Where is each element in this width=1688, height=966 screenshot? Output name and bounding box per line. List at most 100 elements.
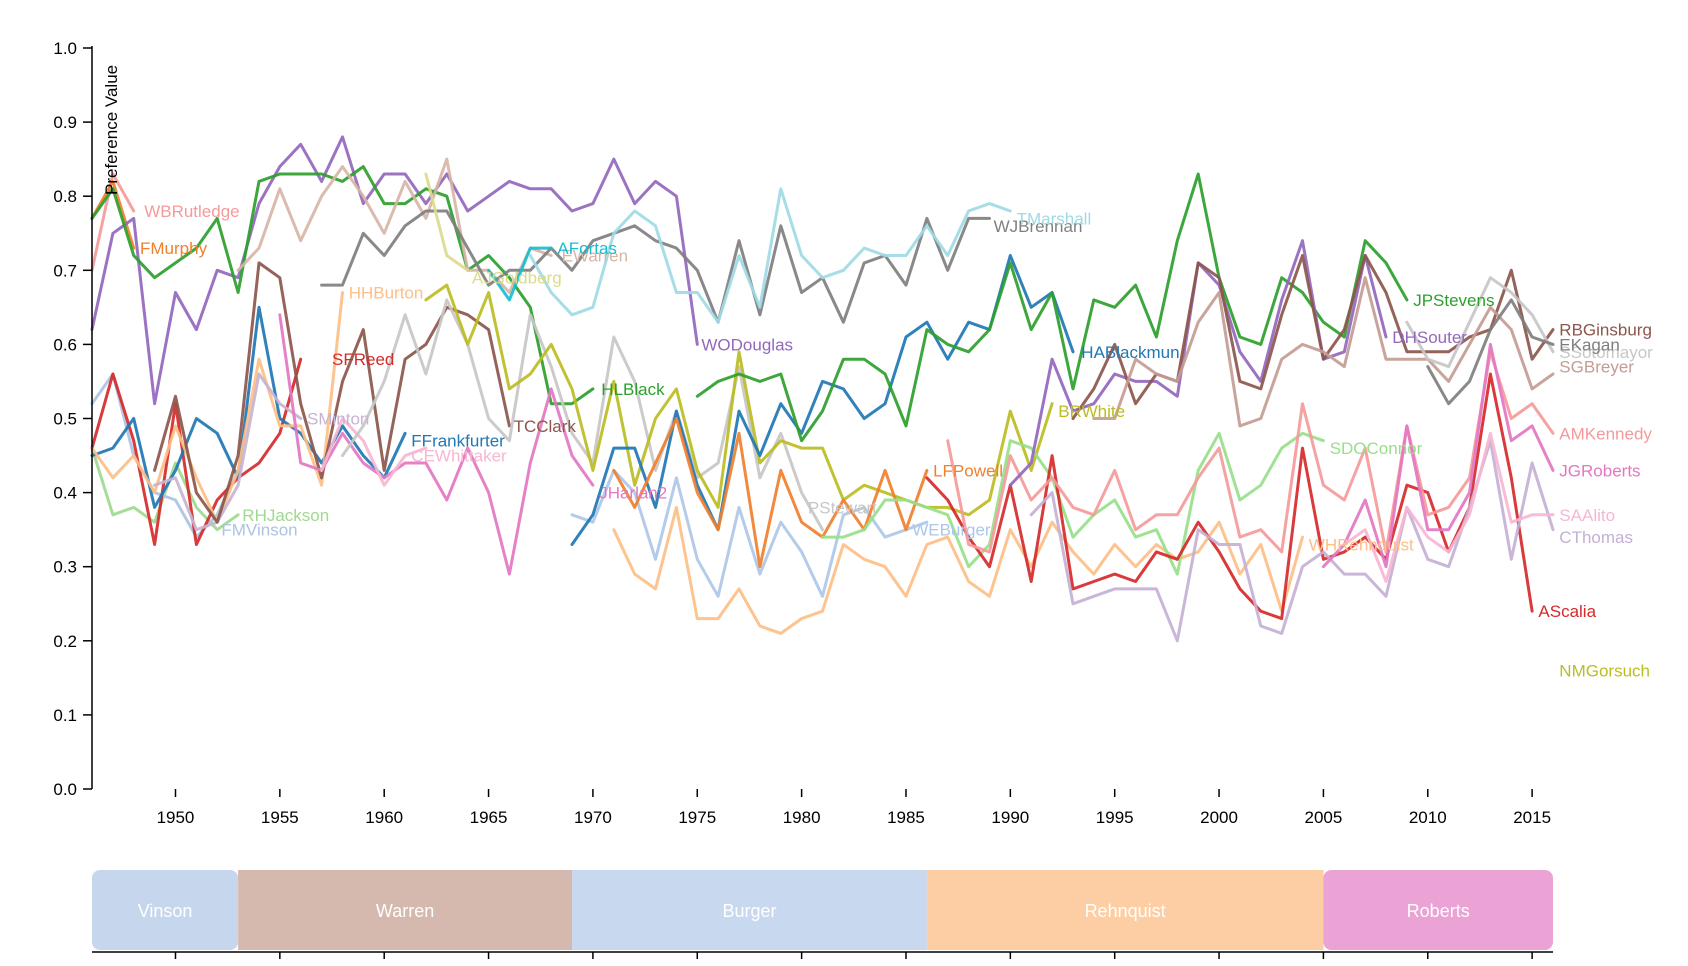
series-line-jgroberts bbox=[1321, 342, 1555, 569]
y-tick-label: 1.0 bbox=[53, 39, 77, 58]
series-line-cewhittaker bbox=[320, 417, 428, 487]
series-label-fmurphy: FMurphy bbox=[140, 239, 208, 258]
series-label-ekagan: EKagan bbox=[1559, 335, 1620, 354]
series-line-hlblack bbox=[90, 165, 595, 406]
x-tick-label: 1980 bbox=[783, 808, 821, 827]
series-label-rhjackson: RHJackson bbox=[242, 506, 329, 525]
series-label-wbrutledge: WBRutledge bbox=[144, 202, 239, 221]
series-label-sfreed: SFReed bbox=[332, 350, 394, 369]
era-block-burger[interactable] bbox=[572, 870, 927, 950]
y-tick-label: 0.4 bbox=[53, 484, 77, 503]
series-label-hablackmun: HABlackmun bbox=[1081, 343, 1179, 362]
era-block-rehnquist[interactable] bbox=[926, 870, 1324, 950]
era-block-warren[interactable] bbox=[238, 870, 572, 950]
series-line-pstewart bbox=[341, 298, 824, 532]
series-label-lfpowell: LFPowell bbox=[933, 461, 1003, 480]
series-label-hlblack: HLBlack bbox=[601, 380, 665, 399]
series-line-amkennedy bbox=[946, 350, 1555, 554]
series-label-sdoconnor: SDOConnor bbox=[1330, 439, 1423, 458]
era-label-vinson: Vinson bbox=[138, 901, 193, 921]
axes: 0.0 0.1 0.2 0.3 0.4 0.5 0.6 0.7 0.8 0.9 1.0 1950 195… bbox=[53, 39, 1551, 827]
series-label-dhsouter: DHSouter bbox=[1392, 328, 1467, 347]
era-label-rehnquist: Rehnquist bbox=[1085, 901, 1166, 921]
series-label-jharlan2: JHarlan2 bbox=[599, 484, 667, 503]
x-tick-label: 2010 bbox=[1409, 808, 1447, 827]
series-line-hhburton bbox=[90, 291, 344, 524]
y-tick-label: 0.7 bbox=[53, 261, 77, 280]
era-brush-timeline[interactable]: Vinson Warren Burger Rehnquist Roberts bbox=[92, 870, 1553, 959]
series-line-saalito bbox=[1342, 431, 1555, 583]
series-label-ffrankfurter: FFrankfurter bbox=[411, 432, 505, 451]
x-tick-label: 1970 bbox=[574, 808, 612, 827]
series-label-wodouglas: WODouglas bbox=[701, 335, 793, 354]
x-tick-label: 1965 bbox=[470, 808, 508, 827]
y-tick-label: 0.9 bbox=[53, 113, 77, 132]
series-line-tmarshall bbox=[528, 187, 1012, 324]
x-tick-label: 2015 bbox=[1513, 808, 1551, 827]
series-line-sdoconnor bbox=[821, 431, 1325, 576]
era-label-burger: Burger bbox=[722, 901, 776, 921]
series-line-sgbreyer bbox=[1092, 276, 1555, 428]
y-tick-label: 0.2 bbox=[53, 632, 77, 651]
series-line-afortas bbox=[487, 246, 553, 302]
series-label-weburger: WEBurger bbox=[912, 521, 991, 540]
series-line-wbrutledge bbox=[90, 172, 136, 272]
series-label-brwhite: BRWhite bbox=[1058, 402, 1125, 421]
y-axis-title: Preference Value bbox=[102, 65, 121, 195]
series-label-tmarshall: TMarshall bbox=[1017, 209, 1092, 228]
x-tick-label: 2000 bbox=[1200, 808, 1238, 827]
series-line-whrehnquist bbox=[612, 505, 1304, 635]
series-label-nmgorsuch: NMGorsuch bbox=[1559, 661, 1650, 680]
series-label-cthomas: CThomas bbox=[1559, 528, 1633, 547]
era-label-warren: Warren bbox=[376, 901, 434, 921]
y-tick-label: 0.8 bbox=[53, 187, 77, 206]
y-tick-label: 0.5 bbox=[53, 410, 77, 429]
series-line-ekagan bbox=[1426, 298, 1555, 406]
series-label-sgbreyer: SGBreyer bbox=[1559, 358, 1634, 377]
series-label-jgroberts: JGRoberts bbox=[1559, 461, 1640, 480]
series-label-ajgoldberg: AJGoldberg bbox=[472, 269, 562, 288]
series-label-fmvinson: FMVinson bbox=[221, 521, 297, 540]
series-line-weburger bbox=[570, 468, 929, 598]
series-label-cewhittaker: CEWhittaker bbox=[411, 447, 507, 466]
era-block-vinson[interactable] bbox=[92, 870, 239, 950]
series-label-ewarren: EWarren bbox=[562, 247, 628, 266]
series-line-sminton bbox=[153, 372, 303, 532]
series-label-rbginsburg: RBGinsburg bbox=[1559, 321, 1652, 340]
series-line-ajgoldberg bbox=[424, 172, 470, 272]
series-label-jpstevens: JPStevens bbox=[1413, 291, 1494, 310]
x-tick-label: 1990 bbox=[991, 808, 1029, 827]
series-label-saalito: SAAlito bbox=[1559, 506, 1615, 525]
series-label-pstewart: PStewart bbox=[808, 498, 877, 517]
series-line-sfreed bbox=[90, 357, 303, 546]
series-line-lfpowell bbox=[612, 417, 929, 569]
series-line-ascalia bbox=[925, 372, 1534, 621]
era-label-roberts: Roberts bbox=[1407, 901, 1470, 921]
series-label-amkennedy: AMKennedy bbox=[1559, 424, 1652, 443]
series-lines bbox=[90, 135, 1555, 643]
series-line-wjbrennan bbox=[320, 209, 991, 324]
series-line-jharlan2 bbox=[278, 313, 595, 576]
series-label-ascalia: AScalia bbox=[1538, 602, 1596, 621]
x-tick-label: 1995 bbox=[1096, 808, 1134, 827]
series-label-sminton: SMinton bbox=[307, 410, 369, 429]
y-tick-label: 0.6 bbox=[53, 335, 77, 354]
x-tick-label: 1985 bbox=[887, 808, 925, 827]
series-line-ssotomayor bbox=[1405, 276, 1555, 369]
series-line-cthomas bbox=[1029, 439, 1555, 643]
series-label-whrehnquist: WHRehnquist bbox=[1309, 536, 1414, 555]
series-line-rbginsburg bbox=[1071, 254, 1555, 420]
series-label-hhburton: HHBurton bbox=[349, 284, 424, 303]
series-label-tcclark: TCClark bbox=[514, 417, 577, 436]
series-line-ewarren bbox=[236, 157, 553, 294]
y-tick-label: 0.1 bbox=[53, 706, 77, 725]
series-line-brwhite bbox=[424, 283, 1054, 517]
y-tick-label: 0.0 bbox=[53, 780, 77, 799]
x-tick-label: 1955 bbox=[261, 808, 299, 827]
series-label-afortas: AFortas bbox=[557, 239, 617, 258]
x-tick-label: 1975 bbox=[678, 808, 716, 827]
y-tick-label: 0.3 bbox=[53, 558, 77, 577]
era-block-roberts[interactable] bbox=[1323, 870, 1553, 950]
